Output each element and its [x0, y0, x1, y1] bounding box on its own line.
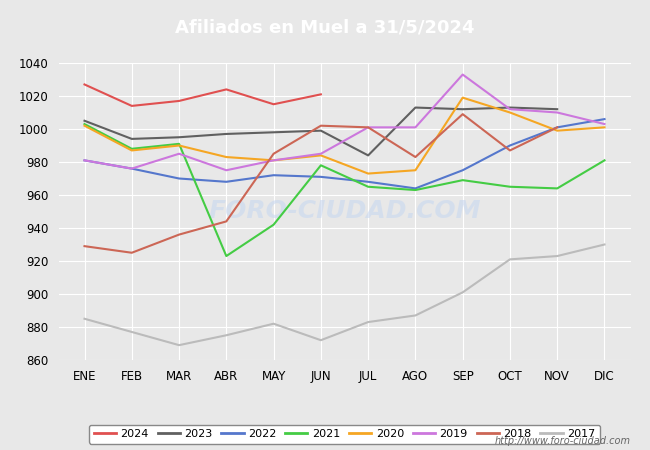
Text: Afiliados en Muel a 31/5/2024: Afiliados en Muel a 31/5/2024 [176, 18, 474, 36]
Legend: 2024, 2023, 2022, 2021, 2020, 2019, 2018, 2017: 2024, 2023, 2022, 2021, 2020, 2019, 2018… [89, 425, 600, 444]
Text: FORO-CIUDAD.COM: FORO-CIUDAD.COM [208, 199, 481, 224]
Text: http://www.foro-ciudad.com: http://www.foro-ciudad.com [495, 436, 630, 446]
